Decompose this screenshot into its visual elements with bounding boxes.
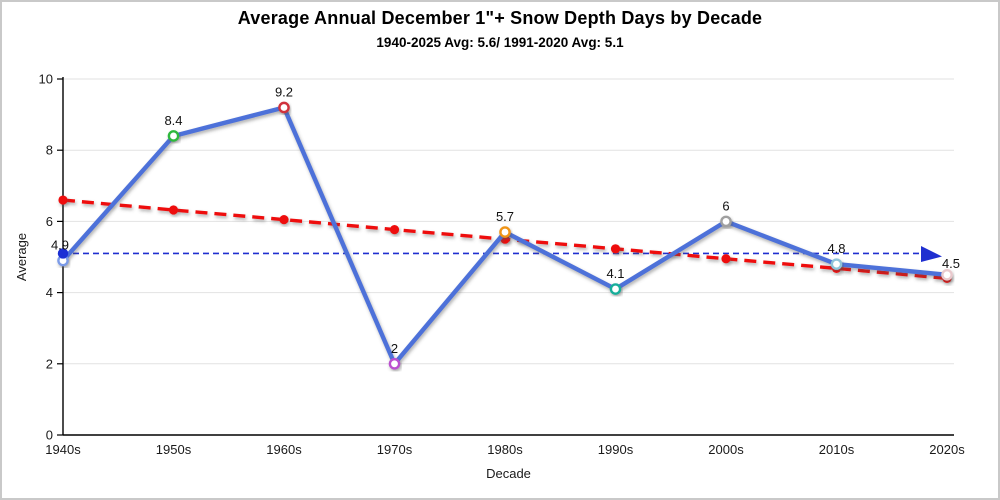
trend-point	[279, 215, 289, 225]
x-tick-label: 1980s	[487, 442, 523, 457]
data-point-1980s	[499, 226, 511, 238]
data-point-1970s	[388, 357, 401, 370]
y-axis-title: Average	[14, 233, 29, 281]
data-label: 4.8	[827, 241, 845, 256]
data-label: 4.1	[606, 266, 624, 281]
y-tick-label: 10	[39, 72, 53, 87]
data-label: 9.2	[275, 84, 293, 99]
x-tick-label: 1950s	[156, 442, 192, 457]
y-tick-label: 8	[46, 143, 53, 158]
reference-arrow-icon	[921, 245, 942, 262]
chart-title: Average Annual December 1"+ Snow Depth D…	[237, 8, 763, 28]
x-tick-label: 2000s	[708, 442, 744, 457]
data-label: 5.7	[496, 209, 514, 224]
data-label: 8.4	[164, 113, 182, 128]
chart-subtitle: 1940-2025 Avg: 5.6/ 1991-2020 Avg: 5.1	[376, 35, 624, 50]
x-tick-label: 1940s	[45, 442, 81, 457]
trend-point	[721, 254, 731, 264]
trend-point	[168, 205, 179, 215]
y-tick-label: 0	[46, 428, 53, 443]
y-tick-label: 6	[46, 214, 53, 229]
trend-point	[389, 224, 400, 235]
x-tick-label: 2010s	[819, 442, 855, 457]
y-tick-label: 2	[46, 356, 53, 371]
chart-header: Average Annual December 1"+ Snow Depth D…	[2, 8, 998, 50]
data-label: 4.9	[51, 238, 69, 253]
x-tick-label: 2020s	[929, 442, 965, 457]
x-axis-title: Decade	[486, 466, 531, 481]
data-label: 6	[722, 198, 729, 213]
x-tick-label: 1970s	[377, 442, 413, 457]
trend-point	[58, 195, 68, 205]
data-point-2000s	[720, 215, 732, 228]
data-point-1990s	[609, 283, 622, 295]
trend-point	[610, 244, 621, 254]
reference-start-dot	[57, 248, 69, 259]
data-point-1960s	[278, 101, 290, 114]
y-tick-label: 4	[46, 285, 53, 300]
data-point-1950s	[167, 130, 180, 142]
data-label: 2	[391, 341, 398, 356]
x-tick-label: 1960s	[266, 442, 302, 457]
data-point-2010s	[830, 258, 843, 270]
data-point-2020s	[941, 268, 953, 281]
x-tick-label: 1990s	[598, 442, 634, 457]
data-label: 4.5	[942, 256, 960, 271]
